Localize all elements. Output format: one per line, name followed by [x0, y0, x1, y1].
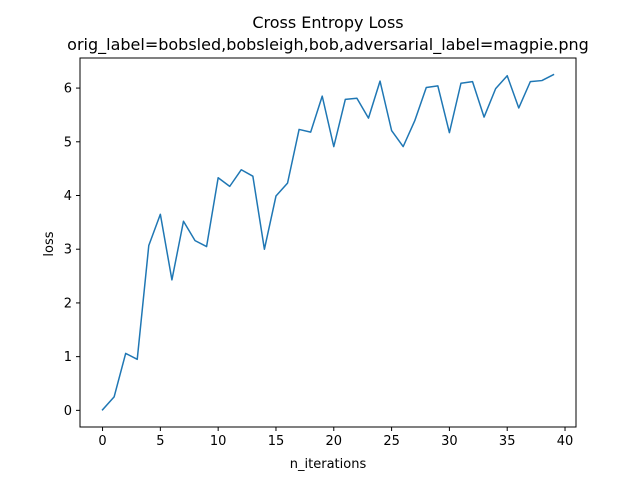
x-tick-label: 5: [156, 434, 164, 449]
x-tick-label: 25: [383, 434, 400, 449]
x-tick-label: 20: [326, 434, 343, 449]
series-line-0: [101, 73, 555, 411]
y-axis: 0 1 2 3 4 5 6: [64, 82, 80, 419]
chart-subtitle: orig_label=bobsled,bobsleigh,bob,adversa…: [67, 35, 589, 55]
x-tick-label: 15: [268, 434, 285, 449]
x-tick-label: 10: [210, 434, 227, 449]
x-tick-label: 30: [441, 434, 458, 449]
x-tick-label: 40: [557, 434, 574, 449]
y-tick-label: 5: [64, 135, 72, 150]
y-tick-label: 0: [64, 404, 72, 419]
y-tick-label: 3: [64, 243, 72, 258]
y-tick-label: 2: [64, 296, 72, 311]
plot-area: [79, 57, 577, 428]
x-axis-label: n_iterations: [290, 457, 367, 472]
chart-title: Cross Entropy Loss: [252, 13, 403, 32]
x-tick-label: 35: [499, 434, 516, 449]
y-tick-label: 6: [64, 82, 72, 97]
y-tick-label: 1: [64, 350, 72, 365]
plot-frame: [79, 57, 577, 428]
y-axis-label: loss: [42, 231, 57, 256]
y-tick-label: 4: [64, 189, 72, 204]
x-tick-label: 0: [98, 434, 106, 449]
x-axis: 0 5 10 15 20 25 30 35 40: [98, 427, 573, 449]
